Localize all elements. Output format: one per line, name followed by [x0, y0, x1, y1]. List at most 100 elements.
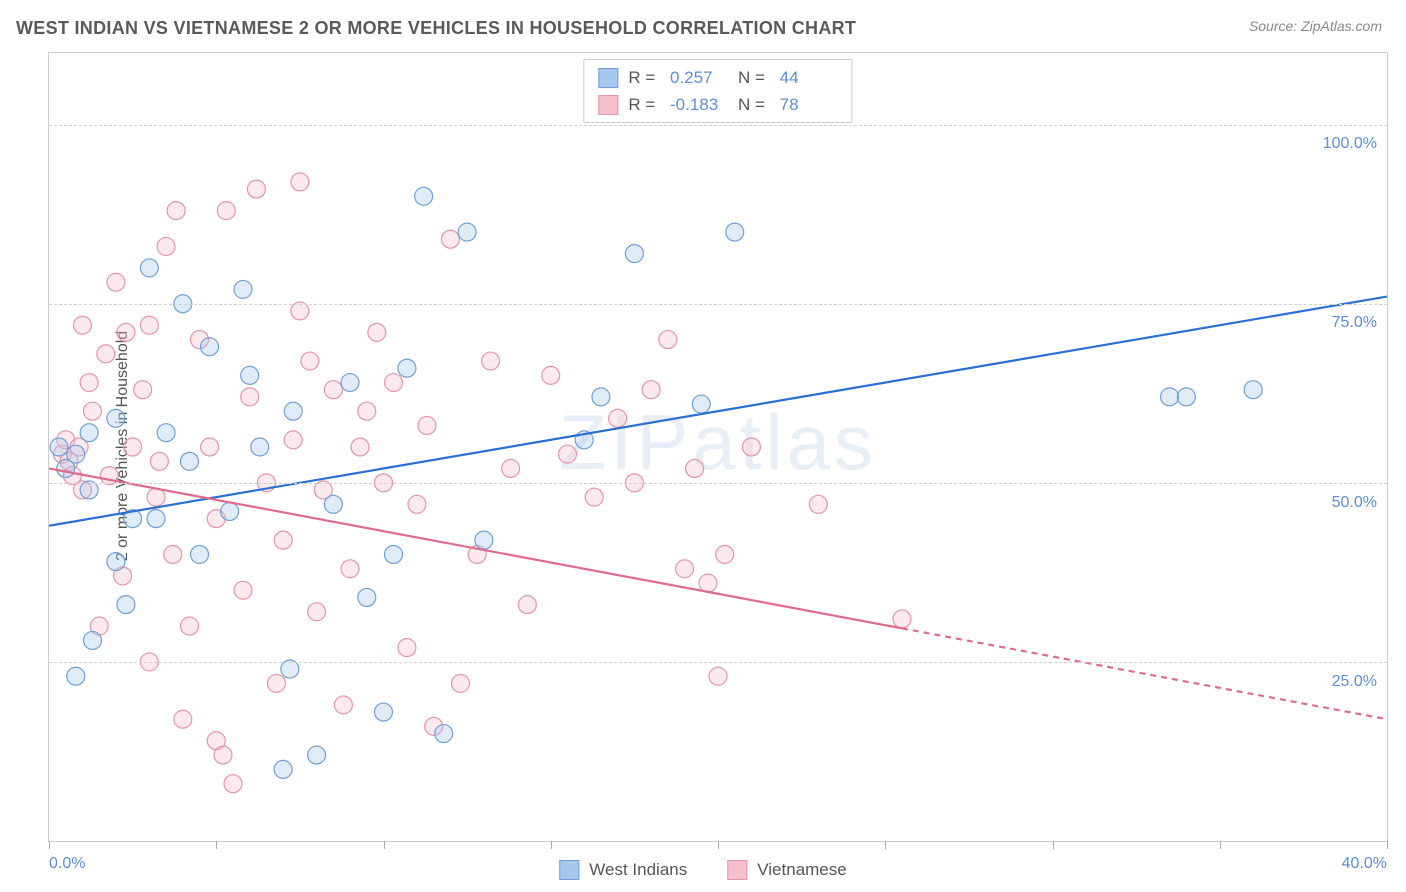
data-point — [358, 588, 376, 606]
data-point — [375, 703, 393, 721]
trend-line — [902, 628, 1387, 719]
data-point — [451, 674, 469, 692]
data-point — [83, 402, 101, 420]
data-point — [686, 460, 704, 478]
data-point — [241, 388, 259, 406]
data-point — [408, 495, 426, 513]
data-point — [140, 259, 158, 277]
data-point — [502, 460, 520, 478]
data-point — [475, 531, 493, 549]
legend-item: Vietnamese — [727, 860, 846, 880]
data-point — [221, 502, 239, 520]
swatch-icon — [598, 68, 618, 88]
data-point — [659, 331, 677, 349]
n-value: 44 — [780, 64, 838, 91]
data-point — [415, 187, 433, 205]
data-point — [117, 323, 135, 341]
data-point — [518, 596, 536, 614]
data-point — [726, 223, 744, 241]
data-point — [676, 560, 694, 578]
data-point — [435, 725, 453, 743]
stats-row: R = -0.183 N = 78 — [598, 91, 837, 118]
chart-plot-area: ZIPatlas 0.0% 40.0% R = 0.257 N = 44 R =… — [48, 52, 1388, 842]
data-point — [167, 202, 185, 220]
data-point — [157, 424, 175, 442]
data-point — [301, 352, 319, 370]
data-point — [67, 445, 85, 463]
data-point — [291, 173, 309, 191]
x-tick — [718, 841, 719, 849]
data-point — [893, 610, 911, 628]
y-tick-label: 50.0% — [1332, 494, 1377, 512]
data-point — [107, 273, 125, 291]
data-point — [699, 574, 717, 592]
swatch-icon — [559, 860, 579, 880]
data-point — [692, 395, 710, 413]
legend-label: Vietnamese — [757, 860, 846, 880]
data-point — [241, 366, 259, 384]
data-point — [284, 402, 302, 420]
bottom-legend: West Indians Vietnamese — [559, 860, 846, 880]
data-point — [140, 316, 158, 334]
stats-row: R = 0.257 N = 44 — [598, 64, 837, 91]
data-point — [742, 438, 760, 456]
data-point — [809, 495, 827, 513]
x-tick — [551, 841, 552, 849]
data-point — [157, 237, 175, 255]
data-point — [147, 488, 165, 506]
source-label: Source: ZipAtlas.com — [1249, 18, 1382, 34]
data-point — [284, 431, 302, 449]
x-tick — [885, 841, 886, 849]
data-point — [542, 366, 560, 384]
data-point — [124, 438, 142, 456]
data-point — [592, 388, 610, 406]
data-point — [308, 746, 326, 764]
gridline — [49, 125, 1387, 126]
data-point — [709, 667, 727, 685]
data-point — [385, 374, 403, 392]
data-point — [80, 374, 98, 392]
y-tick-label: 100.0% — [1323, 135, 1377, 153]
data-point — [341, 374, 359, 392]
data-point — [247, 180, 265, 198]
data-point — [224, 775, 242, 793]
data-point — [418, 417, 436, 435]
x-tick — [1387, 841, 1388, 849]
data-point — [150, 452, 168, 470]
data-point — [164, 545, 182, 563]
data-point — [201, 438, 219, 456]
data-point — [181, 617, 199, 635]
n-value: 78 — [780, 91, 838, 118]
data-point — [358, 402, 376, 420]
scatter-svg — [49, 53, 1387, 841]
data-point — [80, 424, 98, 442]
data-point — [334, 696, 352, 714]
data-point — [324, 495, 342, 513]
data-point — [147, 510, 165, 528]
data-point — [50, 438, 68, 456]
data-point — [385, 545, 403, 563]
legend-item: West Indians — [559, 860, 687, 880]
data-point — [308, 603, 326, 621]
data-point — [234, 581, 252, 599]
r-value: -0.183 — [670, 91, 728, 118]
stats-legend-box: R = 0.257 N = 44 R = -0.183 N = 78 — [583, 59, 852, 123]
x-tick — [216, 841, 217, 849]
data-point — [482, 352, 500, 370]
gridline — [49, 662, 1387, 663]
data-point — [398, 359, 416, 377]
data-point — [117, 596, 135, 614]
data-point — [267, 674, 285, 692]
r-value: 0.257 — [670, 64, 728, 91]
data-point — [201, 338, 219, 356]
x-tick — [384, 841, 385, 849]
data-point — [1244, 381, 1262, 399]
data-point — [83, 631, 101, 649]
x-tick — [49, 841, 50, 849]
data-point — [214, 746, 232, 764]
data-point — [441, 230, 459, 248]
data-point — [251, 438, 269, 456]
data-point — [181, 452, 199, 470]
data-point — [274, 531, 292, 549]
data-point — [107, 409, 125, 427]
